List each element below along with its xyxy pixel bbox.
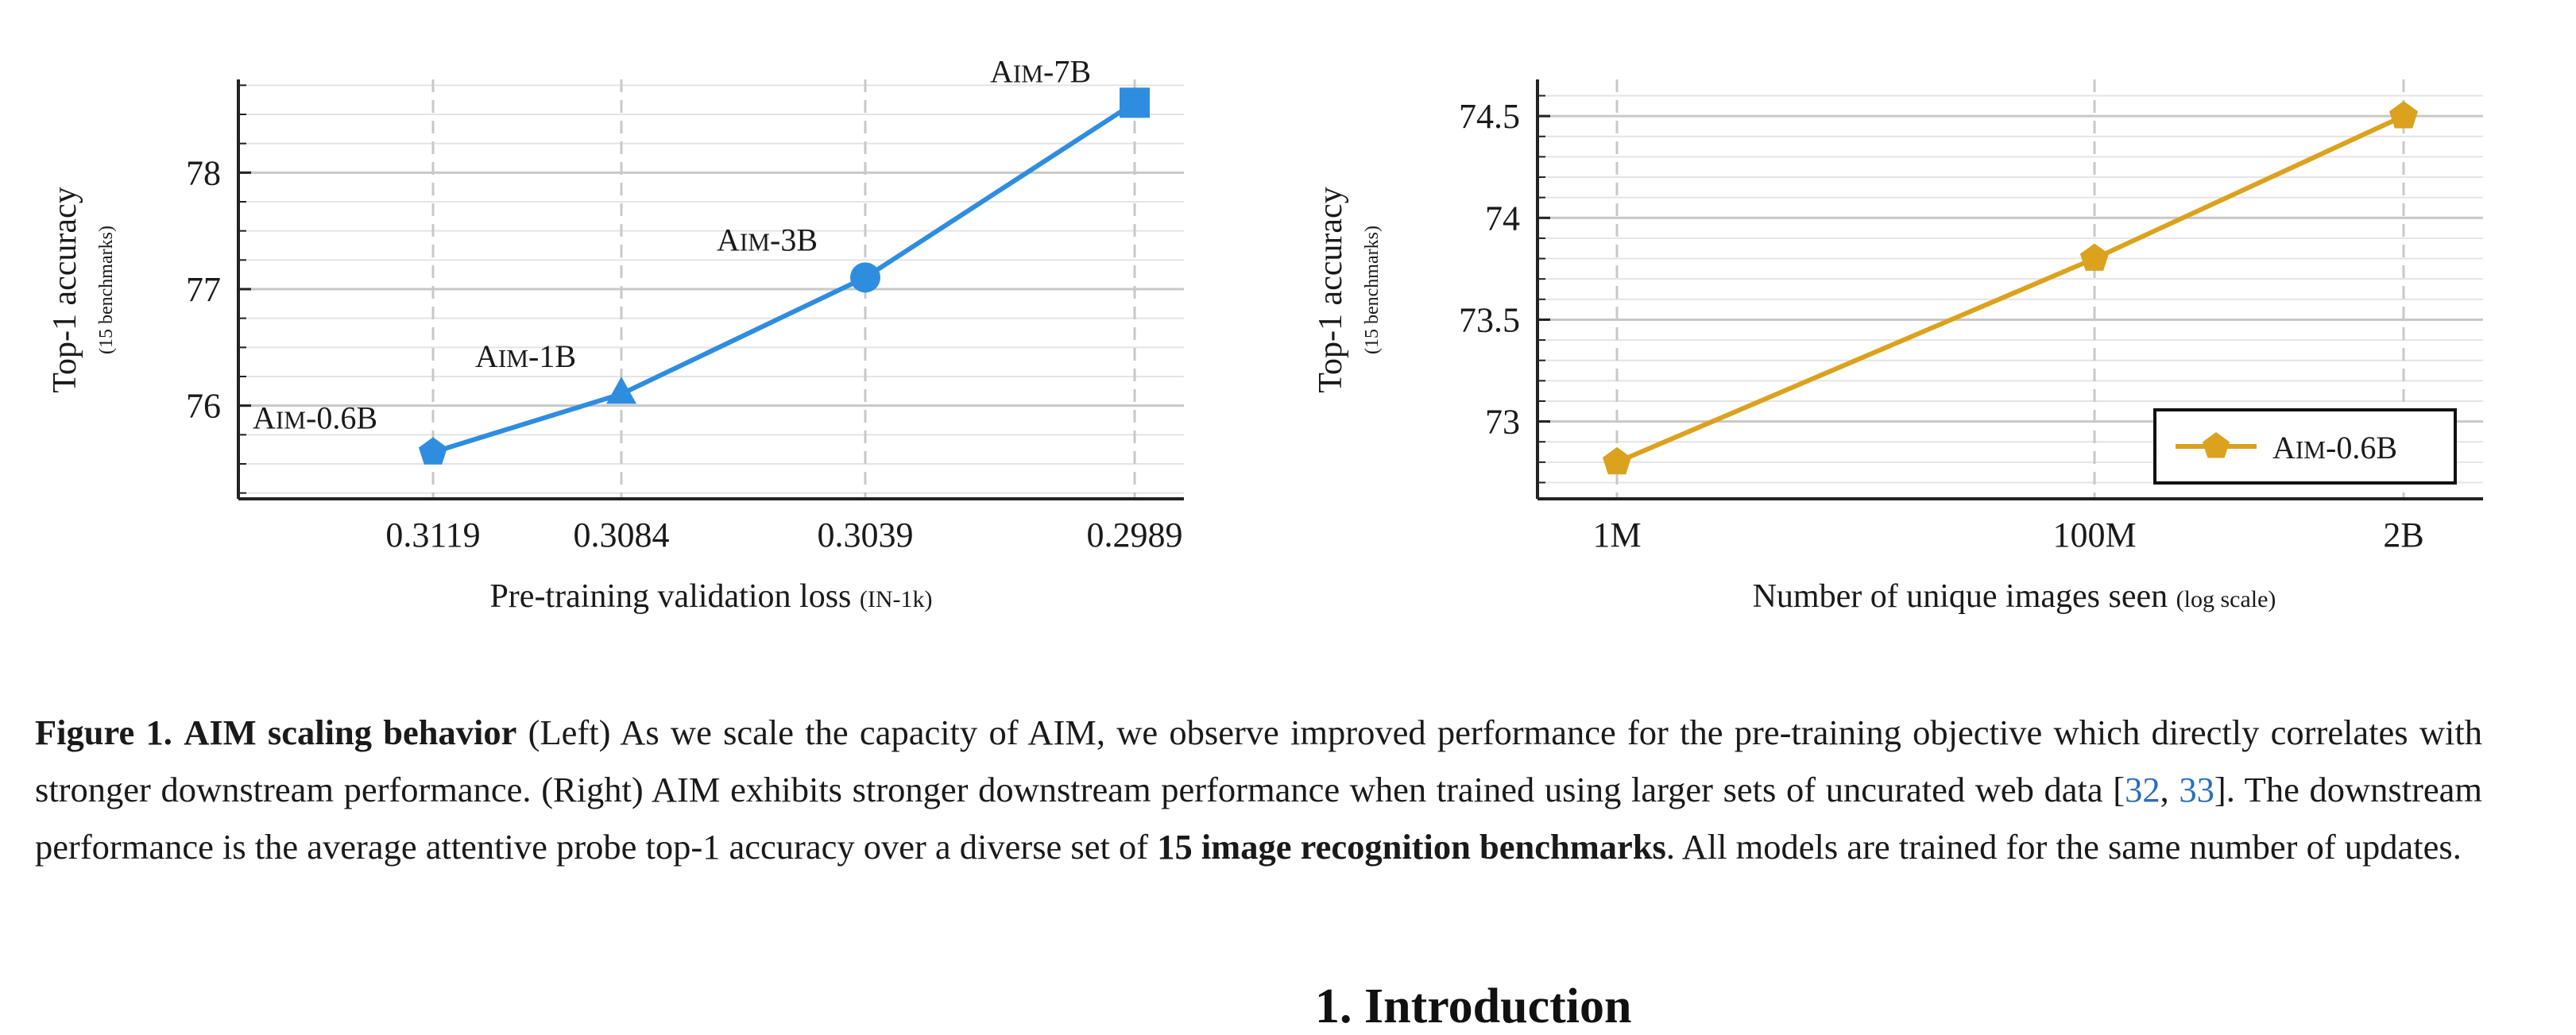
y-axis-label-note: (15 benchmarks) (96, 226, 117, 354)
legend: AIM-0.6B (2153, 408, 2457, 485)
x-tick-label: 100M (2052, 516, 2136, 554)
right-chart: 73 73.5 74 74.5 1M 100M 2B AIM-0.6B Top-1 accura… (1313, 79, 2483, 615)
label-cap: A (990, 53, 1013, 89)
point-label: AIM-3B (717, 222, 818, 257)
x-tick-label: 0.2989 (1087, 516, 1183, 554)
label-cap: A (2272, 430, 2296, 465)
section-heading: 1. Introduction (1315, 979, 1632, 1033)
figure-caption: Figure 1. AIM scaling behavior (Left) As… (35, 704, 2482, 875)
y-tick-label: 78 (186, 153, 221, 192)
label-smallcaps: IM (740, 228, 770, 256)
legend-label: AIM-0.6B (2272, 430, 2397, 465)
label-cap: A (253, 400, 276, 435)
caption-text-1: (Left) As we scale the capacity of AIM, … (35, 713, 2483, 809)
caption-bold-benchmarks: 15 image recognition benchmarks (1157, 827, 1666, 867)
y-tick-label: 74.5 (1459, 97, 1520, 136)
x-tick-label: 0.3119 (385, 516, 480, 554)
y-tick-label: 74 (1485, 199, 1520, 238)
point-marker (850, 262, 880, 293)
citation-link-33[interactable]: 33 (2179, 770, 2214, 809)
point-marker (1602, 446, 1632, 475)
x-tick-label: 2B (2383, 516, 2423, 554)
x-axis-label-note: (log scale) (2176, 586, 2276, 612)
point-marker (418, 437, 448, 465)
point-label: AIM-0.6B (253, 400, 377, 435)
x-tick-label: 1M (1592, 516, 1641, 554)
label-suffix: -3B (770, 222, 818, 257)
x-tick-label: 0.3084 (574, 516, 670, 554)
label-suffix: -0.6B (2326, 430, 2397, 465)
caption-sep: , (2160, 770, 2180, 809)
label-smallcaps: IM (498, 345, 528, 373)
y-tick-label: 76 (186, 387, 221, 426)
figure-label: Figure 1. (35, 713, 172, 752)
label-smallcaps: IM (2296, 436, 2326, 464)
x-axis-label: Number of unique images seen (log scale) (1753, 578, 2276, 615)
x-tick-label: 0.3039 (818, 516, 914, 554)
caption-title: AIM scaling behavior (184, 713, 517, 752)
series-line-aim (432, 100, 1136, 455)
point-marker (2388, 101, 2419, 129)
label-suffix: -1B (528, 338, 576, 374)
point-label: AIM-1B (475, 338, 576, 374)
point-marker (1120, 87, 1150, 118)
point-marker (606, 377, 636, 404)
label-smallcaps: IM (1013, 60, 1043, 87)
x-axis-label-note: (IN-1k) (860, 586, 933, 612)
y-tick-label: 77 (186, 270, 221, 309)
x-axis-label-main: Pre-training validation loss (489, 578, 859, 615)
legend-marker (2202, 432, 2230, 458)
point-marker (2079, 243, 2110, 271)
y-tick-label: 73.5 (1459, 300, 1520, 339)
y-axis-label: Top-1 accuracy (47, 187, 83, 392)
label-suffix: -7B (1043, 53, 1091, 89)
caption-text-2: ]. The downstream performance is the ave… (35, 770, 2482, 867)
point-label: AIM-7B (990, 53, 1091, 89)
label-cap: A (717, 222, 740, 257)
label-cap: A (475, 338, 498, 374)
y-tick-label: 73 (1485, 403, 1520, 442)
y-axis-label: Top-1 accuracy (1313, 187, 1349, 392)
citation-link-32[interactable]: 32 (2125, 770, 2160, 809)
y-axis-label-note: (15 benchmarks) (1362, 226, 1383, 354)
label-smallcaps: IM (276, 406, 306, 434)
x-axis-label: Pre-training validation loss (IN-1k) (489, 578, 932, 615)
x-axis-label-main: Number of unique images seen (1753, 578, 2176, 615)
caption-text-3: . All models are trained for the same nu… (1665, 827, 2462, 867)
label-suffix: -0.6B (306, 400, 377, 435)
